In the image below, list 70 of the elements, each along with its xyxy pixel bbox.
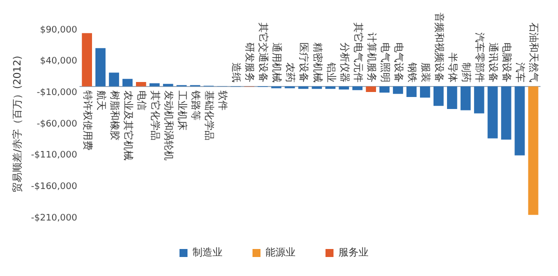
x-tick-label: 农业及其它机械	[122, 90, 134, 160]
bar	[460, 86, 471, 110]
bar	[434, 86, 444, 106]
x-tick-label: 软件	[216, 90, 229, 110]
bar	[136, 82, 146, 86]
x-tick-label: 电信	[135, 90, 148, 110]
legend-label: 服务业	[338, 246, 368, 259]
x-tick-label: 其它电气元件	[352, 22, 364, 82]
bar	[501, 86, 512, 140]
x-tick-label: 工业机床	[176, 90, 188, 130]
bar	[406, 86, 417, 98]
bar	[366, 86, 376, 92]
bar	[325, 86, 336, 89]
x-tick-label: 音频和视频设备	[432, 12, 445, 82]
x-tick-label: 石油和天然气	[528, 22, 540, 82]
x-tick-label: 制药	[460, 62, 472, 82]
x-tick-label: 其它交通设备	[257, 22, 270, 82]
x-tick-label: 医疗设备	[298, 42, 310, 82]
x-tick-label: 服装	[419, 62, 432, 82]
x-tick-label: 电气照明	[378, 42, 391, 82]
legend-label: 制造业	[192, 246, 222, 259]
bar	[447, 86, 458, 109]
y-tick-label: -$110,000	[30, 150, 78, 161]
x-tick-label: 其它化学品	[148, 90, 161, 140]
x-tick-label: 分析仪器	[338, 42, 350, 82]
x-tick-label: 基础化学品	[203, 90, 216, 140]
x-tick-label: 钢铁	[406, 61, 418, 82]
legend-label: 能源业	[266, 246, 296, 259]
x-tick-label: 铝业	[324, 61, 337, 82]
y-tick-label: -$10,000	[36, 88, 78, 98]
bar	[108, 72, 120, 86]
bar	[338, 86, 349, 90]
x-tick-label: 电脑设备	[500, 42, 513, 82]
x-tick-label: 航天	[94, 90, 107, 110]
x-tick-label: 电气设备	[392, 42, 404, 82]
bar	[298, 86, 308, 89]
x-tick-label: 计算机服务	[365, 32, 378, 82]
x-tick-label: 汽车零部件	[474, 32, 486, 82]
bar	[528, 86, 538, 215]
x-tick-label: 通讯设备	[487, 42, 500, 82]
x-tick-label: 半导体	[446, 52, 458, 82]
x-tick-label: 铁路等	[190, 89, 202, 120]
x-tick-label: 精密机械	[311, 42, 324, 82]
bar	[392, 86, 404, 94]
x-tick-label: 汽车	[514, 62, 526, 82]
bar	[82, 33, 92, 86]
x-tick-label: 通用机械	[270, 42, 283, 82]
x-tick-label: 特许权使用费	[81, 90, 94, 150]
bar	[312, 86, 322, 89]
y-tick-label: -$160,000	[30, 182, 78, 192]
y-axis-title: 贸易顺差/赤字（百万）(2012)	[12, 56, 24, 192]
y-tick-label: -$210,000	[30, 213, 78, 224]
bar	[163, 84, 174, 86]
bar	[379, 86, 390, 93]
bar	[488, 86, 498, 138]
bar	[95, 48, 106, 86]
y-tick-label: $40,000	[40, 56, 78, 67]
y-tick-label: $90,000	[40, 25, 78, 36]
bar	[514, 86, 525, 156]
x-tick-label: 研发服务	[244, 42, 256, 82]
bar	[150, 83, 160, 86]
bar	[122, 78, 133, 86]
x-tick-label: 树脂和橡胶	[108, 90, 120, 140]
bar	[474, 86, 484, 114]
bar	[420, 86, 430, 98]
bar	[352, 86, 362, 90]
x-tick-label: 农药	[284, 62, 296, 82]
x-tick-label: 造纸	[230, 62, 242, 82]
y-tick-label: -$60,000	[36, 119, 78, 130]
x-tick-label: 发动机和涡轮机	[162, 90, 174, 160]
